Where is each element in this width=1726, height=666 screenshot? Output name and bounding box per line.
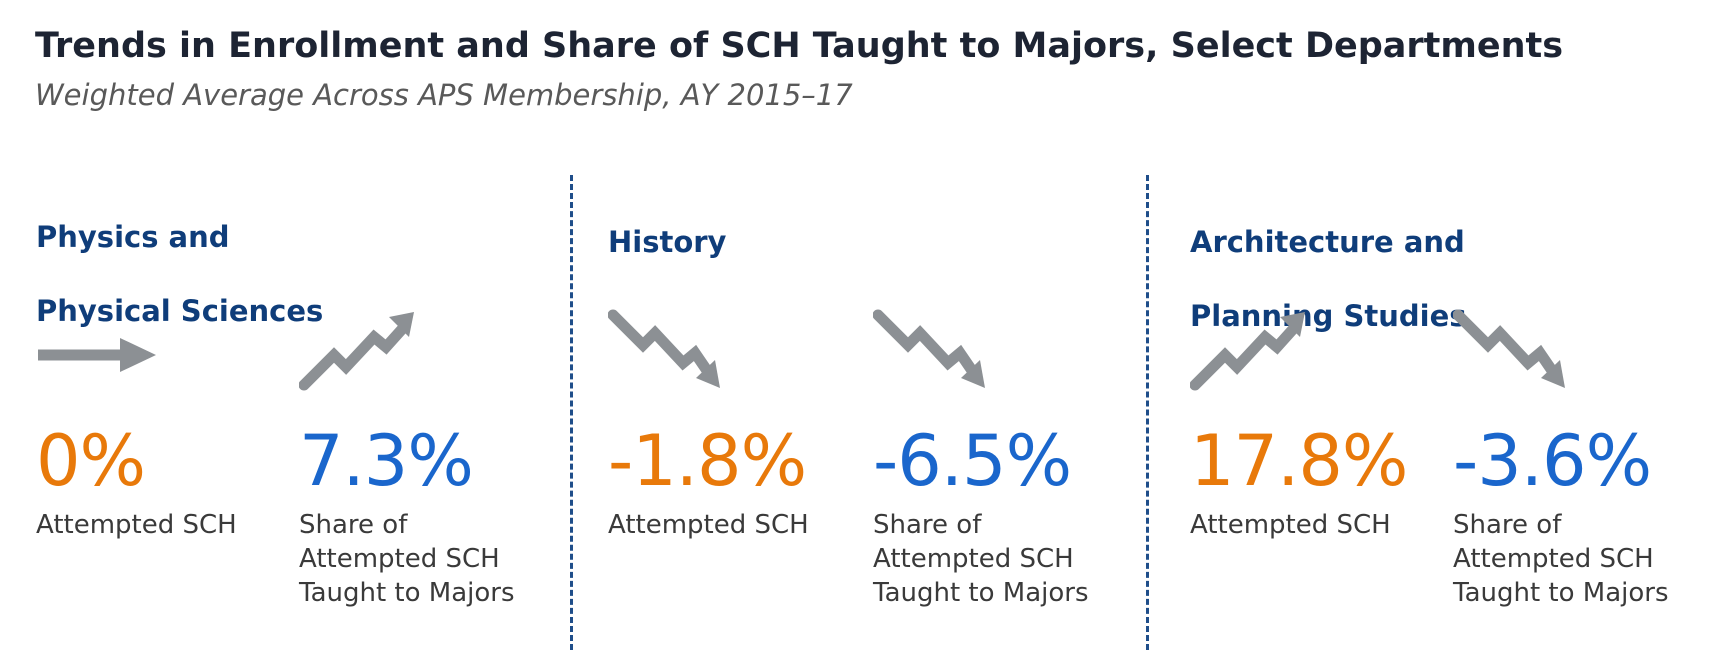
department-title-line2: Physical Sciences — [36, 294, 324, 328]
department-title: History — [608, 187, 1028, 335]
department-title: Architecture and Planning Studies — [1190, 187, 1610, 372]
trend-down-icon — [608, 309, 720, 388]
attempted-sch-value: 17.8% — [1190, 420, 1408, 502]
attempted-sch-label: Attempted SCH — [608, 508, 868, 542]
share-to-majors-label: Share of Attempted SCH Taught to Majors — [299, 508, 559, 610]
section-divider — [1146, 175, 1149, 650]
section-divider — [570, 175, 573, 650]
attempted-sch-value: 0% — [36, 420, 146, 502]
trend-up-icon — [299, 312, 414, 391]
label-line: Attempted SCH — [1190, 510, 1391, 540]
trend-up-icon — [1190, 312, 1305, 391]
department-history: History -1.8% Attempted SCH -6.5% Share … — [608, 0, 1128, 666]
department-title-line1: Architecture and — [1190, 225, 1465, 259]
arrow-right-icon — [38, 338, 156, 372]
label-line: Share of — [873, 510, 982, 540]
department-title-line1: History — [608, 225, 727, 259]
department-title: Physics and Physical Sciences — [36, 182, 456, 367]
label-line: Share of — [299, 510, 408, 540]
attempted-sch-label: Attempted SCH — [1190, 508, 1450, 542]
share-to-majors-value: -3.6% — [1453, 420, 1652, 502]
share-to-majors-label: Share of Attempted SCH Taught to Majors — [1453, 508, 1713, 610]
attempted-sch-value: -1.8% — [608, 420, 807, 502]
label-line: Attempted SCH — [608, 510, 809, 540]
trend-down-icon — [873, 309, 985, 388]
page-subtitle: Weighted Average Across APS Membership, … — [35, 78, 853, 112]
label-line: Attempted SCH — [36, 510, 237, 540]
department-architecture: Architecture and Planning Studies 17.8% … — [1190, 0, 1720, 666]
share-to-majors-label: Share of Attempted SCH Taught to Majors — [873, 508, 1133, 610]
share-to-majors-value: 7.3% — [299, 420, 474, 502]
department-title-line2: Planning Studies — [1190, 299, 1467, 333]
label-line: Attempted SCH — [299, 544, 500, 574]
label-line: Share of — [1453, 510, 1562, 540]
label-line: Taught to Majors — [873, 578, 1089, 608]
share-to-majors-value: -6.5% — [873, 420, 1072, 502]
label-line: Attempted SCH — [1453, 544, 1654, 574]
department-physics: Physics and Physical Sciences 0% Attempt… — [36, 0, 556, 666]
department-title-line1: Physics and — [36, 220, 230, 254]
attempted-sch-label: Attempted SCH — [36, 508, 296, 542]
label-line: Taught to Majors — [299, 578, 515, 608]
page-title: Trends in Enrollment and Share of SCH Ta… — [35, 26, 1564, 66]
label-line: Attempted SCH — [873, 544, 1074, 574]
trend-down-icon — [1453, 309, 1565, 388]
label-line: Taught to Majors — [1453, 578, 1669, 608]
